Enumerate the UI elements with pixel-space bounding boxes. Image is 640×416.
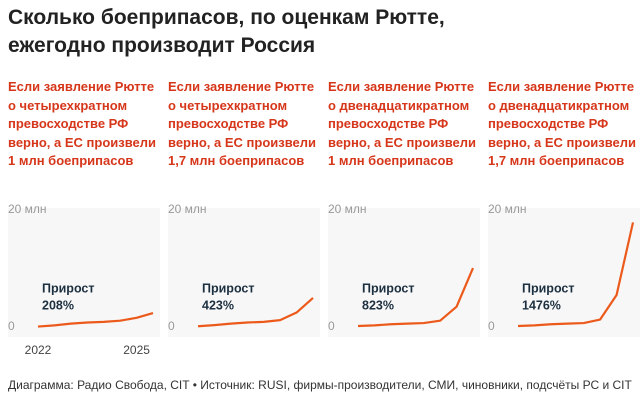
panel-title: Если заявление Рютте о двенадцатикратном… xyxy=(328,79,477,168)
x-tick-label: 2022 xyxy=(25,343,52,357)
panel-title: Если заявление Рютте о четырехкратном пр… xyxy=(8,79,157,168)
annotation: Прирост xyxy=(362,281,414,295)
y-tick-label: 0 xyxy=(488,319,495,333)
y-tick-label: 20 млн xyxy=(328,202,367,216)
annotation: Прирост xyxy=(202,281,254,295)
data-line xyxy=(357,267,475,328)
y-tick-label: 0 xyxy=(168,319,175,333)
data-line xyxy=(197,297,314,328)
source-note: Диаграмма: Радио Свобода, CIT • Источник… xyxy=(8,378,632,392)
data-line xyxy=(517,222,635,328)
panel-title: Если заявление Рютте о четырехкратном пр… xyxy=(168,79,317,168)
plot-background xyxy=(328,208,480,337)
panel-title: Если заявление Рютте о двенадцатикратном… xyxy=(488,79,637,168)
y-tick-label: 20 млн xyxy=(488,202,527,216)
annotation: 423% xyxy=(202,298,234,312)
annotation: Прирост xyxy=(522,281,574,295)
annotation: Прирост xyxy=(42,281,94,295)
y-tick-label: 20 млн xyxy=(8,202,47,216)
y-tick-label: 0 xyxy=(8,319,15,333)
y-tick-label: 20 млн xyxy=(168,202,207,216)
page-title: Сколько боеприпасов, по оценкам Рютте, е… xyxy=(8,6,445,57)
annotation: 823% xyxy=(362,298,394,312)
y-tick-label: 0 xyxy=(328,319,335,333)
annotation: 208% xyxy=(42,298,74,312)
plot-background xyxy=(8,208,160,337)
data-line xyxy=(37,312,154,328)
plot-background xyxy=(168,208,320,337)
annotation: 1476% xyxy=(522,298,561,312)
x-tick-label: 2025 xyxy=(123,343,150,357)
plot-background xyxy=(488,208,640,337)
